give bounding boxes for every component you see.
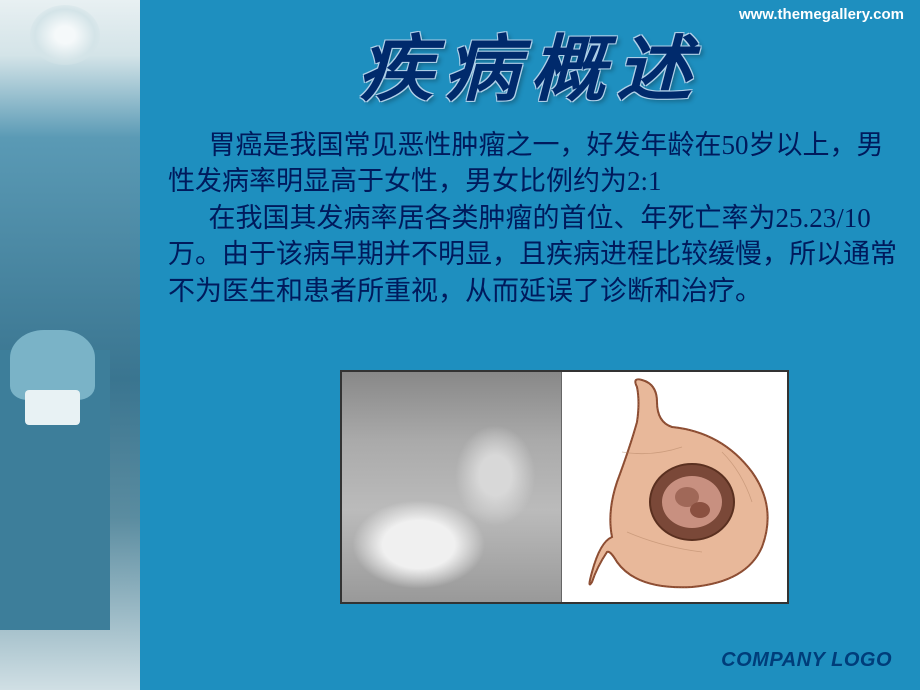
slide-title-wrap: 疾病概述 xyxy=(140,10,920,115)
stomach-illustration xyxy=(562,372,787,602)
body-text-block: 胃癌是我国常见恶性肿瘤之一，好发年龄在50岁以上，男性发病率明显高于女性，男女比… xyxy=(140,127,920,309)
sidebar-surgery-photo xyxy=(0,0,140,690)
stomach-svg-icon xyxy=(562,372,787,602)
image-panel xyxy=(340,370,789,604)
xray-image xyxy=(342,372,562,602)
footer-logo: COMPANY LOGO xyxy=(721,649,892,672)
slide-root: www.themegallery.com 疾病概述 胃癌是我国常见恶性肿瘤之一，… xyxy=(0,0,920,690)
body-paragraph-2: 在我国其发病率居各类肿瘤的首位、年死亡率为25.23/10万。由于该病早期并不明… xyxy=(168,200,902,309)
body-paragraph-1: 胃癌是我国常见恶性肿瘤之一，好发年龄在50岁以上，男性发病率明显高于女性，男女比… xyxy=(168,127,902,200)
header-url: www.themegallery.com xyxy=(739,6,904,23)
surgery-light-icon xyxy=(30,5,100,65)
main-content-area: www.themegallery.com 疾病概述 胃癌是我国常见恶性肿瘤之一，… xyxy=(140,0,920,690)
slide-title: 疾病概述 xyxy=(358,10,702,115)
surgeon-mask xyxy=(25,390,80,425)
xray-contrast-shape xyxy=(342,372,561,602)
